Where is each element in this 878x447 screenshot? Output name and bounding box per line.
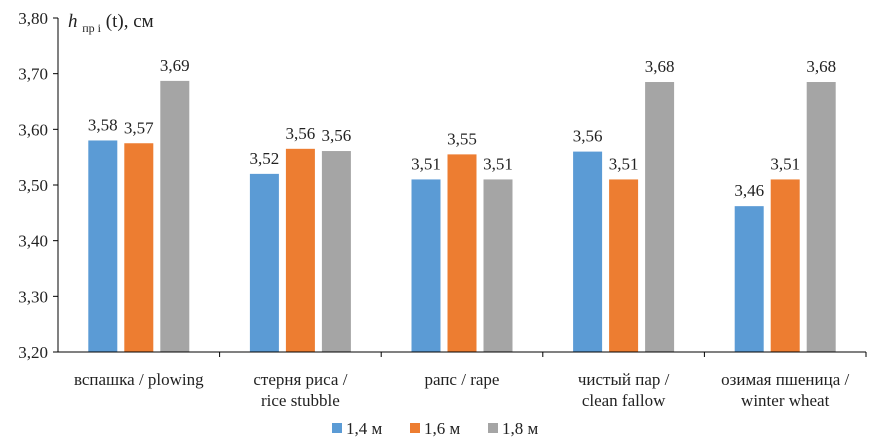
x-tick-label: рапс / rape (425, 370, 500, 389)
y-axis-label-symbol: h (68, 11, 78, 32)
y-tick-label: 3,50 (18, 176, 48, 195)
bar (88, 140, 118, 352)
svg-text:h пр i (t), см: h пр i (t), см (68, 11, 154, 37)
legend-label: 1,4 м (346, 419, 383, 438)
bar (770, 179, 800, 352)
data-label: 3,69 (160, 56, 190, 75)
legend-swatch (488, 423, 498, 433)
y-axis-ticks: 3,20 3,30 3,40 3,50 3,60 3,70 3,80 (18, 9, 58, 362)
data-label: 3,68 (645, 57, 675, 76)
bar (411, 179, 441, 352)
bar (483, 179, 513, 352)
data-label: 3,68 (806, 57, 836, 76)
legend-swatch (410, 423, 420, 433)
y-axis-label-unit: (t), см (106, 11, 154, 32)
data-label: 3,52 (250, 149, 280, 168)
bar (124, 143, 154, 352)
data-label: 3,51 (770, 154, 800, 173)
data-label: 3,57 (124, 118, 154, 137)
y-tick-label: 3,60 (18, 120, 48, 139)
data-labels: 3,58 3,57 3,69 3,52 3,56 3,56 3,51 3,55 3,51 3,56… (88, 56, 836, 200)
data-label: 3,51 (609, 154, 639, 173)
bar (285, 148, 315, 352)
y-axis-label-subscript: пр i (82, 21, 101, 35)
y-tick-label: 3,70 (18, 65, 48, 84)
legend-label: 1,6 м (424, 419, 461, 438)
data-label: 3,58 (88, 115, 118, 134)
data-label: 3,51 (411, 154, 441, 173)
legend-label: 1,8 м (502, 419, 539, 438)
bars (88, 80, 836, 353)
x-tick-label: озимая пшеница / winter wheat (721, 370, 849, 410)
bar (573, 151, 603, 352)
legend: 1,4 м 1,6 м 1,8 м (332, 419, 539, 438)
x-tick-label: вспашка / plowing (74, 370, 204, 389)
bar (160, 80, 190, 353)
data-label: 3,46 (734, 181, 764, 200)
data-label: 3,56 (286, 124, 316, 143)
data-label: 3,56 (573, 127, 603, 146)
data-label: 3,55 (447, 129, 477, 148)
y-tick-label: 3,80 (18, 9, 48, 28)
x-axis-ticks: вспашка / plowing стерня риса / rice stubb… (74, 352, 867, 410)
bar (249, 173, 279, 352)
x-tick-label: чистый пар / clean fallow (578, 370, 670, 410)
data-label: 3,56 (322, 126, 352, 145)
bar (734, 206, 764, 352)
bar (645, 82, 675, 353)
x-tick-label: стерня риса / rice stubble (253, 370, 347, 410)
y-tick-label: 3,20 (18, 343, 48, 362)
y-tick-label: 3,30 (18, 287, 48, 306)
bar (321, 151, 351, 352)
bar (447, 154, 477, 352)
y-axis-label: h пр i (t), см (68, 11, 154, 37)
y-tick-label: 3,40 (18, 232, 48, 251)
bar (609, 179, 639, 352)
bar (806, 82, 836, 353)
data-label: 3,51 (483, 154, 513, 173)
legend-swatch (332, 423, 342, 433)
